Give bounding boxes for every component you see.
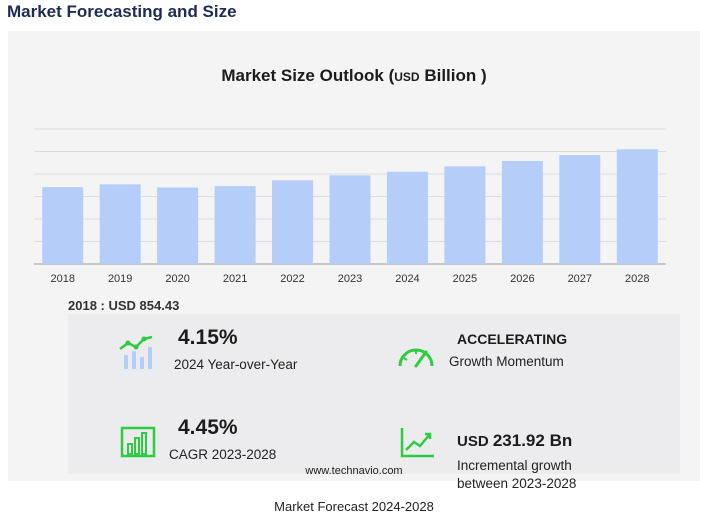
yoy-value: 4.15% xyxy=(178,326,238,349)
bar-2022 xyxy=(272,180,314,264)
incremental-prefix: USD xyxy=(457,433,489,450)
chart-title-text: Market Size Outlook xyxy=(221,66,384,85)
bar-2019 xyxy=(99,184,141,264)
chart-unit-prefix: USD xyxy=(394,70,420,84)
chart-unit: Billion xyxy=(424,66,477,85)
growth-chart-icon xyxy=(119,335,153,369)
bar-chart: 2018 2019 2020 2021 2022 2023 2024 2025 2026 2027… xyxy=(34,128,666,285)
momentum-value: ACCELERATING xyxy=(457,331,568,347)
page-heading: Market Forecasting and Size xyxy=(7,2,237,21)
bar-2021 xyxy=(214,186,256,264)
x-tick-label: 2026 xyxy=(510,273,534,285)
yoy-label: 2024 Year-over-Year xyxy=(174,357,298,372)
x-tick-label: 2022 xyxy=(280,273,304,285)
bar-2018 xyxy=(42,187,84,264)
x-tick-label: 2023 xyxy=(338,273,362,285)
bar-2028 xyxy=(616,149,658,264)
incremental-label-1: Incremental growth xyxy=(457,458,572,473)
cagr-value: 4.45% xyxy=(178,416,238,439)
x-tick-label: 2020 xyxy=(165,273,189,285)
bar-2027 xyxy=(559,155,601,264)
chart-title: Market Size Outlook (USD Billion ) xyxy=(221,66,487,85)
kpi-box: 4.15% 2024 Year-over-Year ACCELERATING G… xyxy=(68,314,680,491)
trend-line-icon xyxy=(400,428,434,458)
incremental-label-2: between 2023-2028 xyxy=(457,476,577,491)
incremental-amount: 231.92 Bn xyxy=(492,431,573,450)
x-tick-label: 2018 xyxy=(50,273,74,285)
x-tick-label: 2019 xyxy=(108,273,132,285)
cagr-label: CAGR 2023-2028 xyxy=(169,447,277,462)
x-tick-label: 2025 xyxy=(453,273,477,285)
bar-2026 xyxy=(501,160,543,264)
momentum-label: Growth Momentum xyxy=(449,354,564,369)
x-tick-label: 2024 xyxy=(395,273,419,285)
x-tick-label: 2021 xyxy=(223,273,247,285)
x-tick-label: 2027 xyxy=(568,273,592,285)
speedometer-icon xyxy=(398,348,434,368)
incremental-value: USD 231.92 Bn xyxy=(457,431,572,451)
bar-2025 xyxy=(444,166,486,264)
bar-2024 xyxy=(386,171,428,264)
website-link[interactable]: www.technavio.com xyxy=(305,465,403,477)
bar-2023 xyxy=(329,175,371,264)
first-value-label: 2018 : USD 854.43 xyxy=(68,298,180,313)
bar-graph-icon xyxy=(120,426,156,458)
bar-2020 xyxy=(157,187,199,264)
chart-panel: Market Size Outlook (USD Billion ) 2018 2… xyxy=(8,31,700,491)
x-tick-label: 2028 xyxy=(625,273,649,285)
caption: Market Forecast 2024-2028 xyxy=(274,499,434,514)
